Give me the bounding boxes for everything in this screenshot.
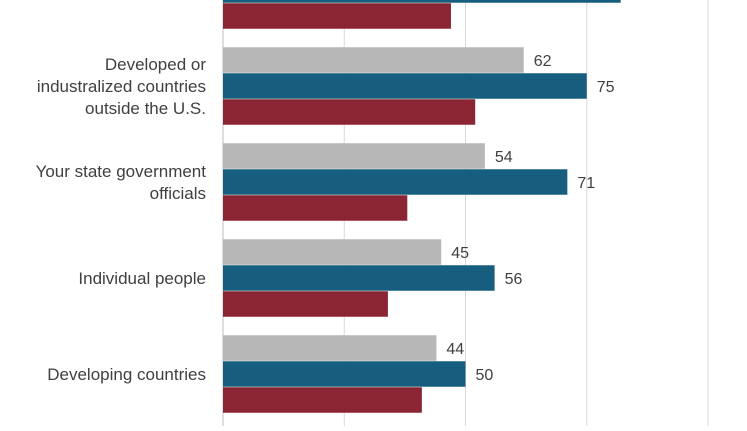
category-label-line: Individual people — [78, 269, 206, 288]
category-label-3: Individual people — [78, 269, 206, 288]
category-label-line: Developing countries — [47, 365, 206, 384]
bar-s1-c4 — [223, 361, 466, 387]
category-label-2: Your state government officials — [36, 162, 207, 203]
bar-s2-c2 — [223, 195, 408, 221]
bar-s1-c0 — [223, 0, 621, 3]
category-label-line: Your state government — [36, 162, 207, 181]
bar-s2-c0 — [223, 3, 451, 29]
data-label-s0-c2: 54 — [495, 149, 513, 166]
category-label-line: officials — [150, 184, 206, 203]
bar-s0-c1 — [223, 47, 524, 73]
category-label-4: Developing countries — [47, 365, 206, 384]
data-label-s0-c3: 45 — [451, 245, 469, 262]
data-label-s1-c2: 71 — [577, 175, 595, 192]
data-label-s0-c1: 62 — [534, 53, 552, 70]
bar-s0-c4 — [223, 335, 437, 361]
category-label-1: Developed or industralized countries outsi… — [37, 55, 206, 118]
bar-s1-c3 — [223, 265, 495, 291]
data-label-s1-c1: 75 — [597, 79, 615, 96]
bar-s0-c2 — [223, 143, 485, 169]
bar-s2-c1 — [223, 99, 476, 125]
bar-s1-c1 — [223, 73, 587, 99]
bar-s0-c3 — [223, 239, 442, 265]
category-label-line: outside the U.S. — [85, 99, 206, 118]
data-label-s1-c3: 56 — [505, 271, 523, 288]
category-label-line: Developed or — [105, 55, 206, 74]
bar-s2-c3 — [223, 291, 388, 317]
data-label-s1-c4: 50 — [476, 367, 494, 384]
bar-s2-c4 — [223, 387, 422, 413]
category-label-line: industralized countries — [37, 77, 206, 96]
bar-s1-c2 — [223, 169, 568, 195]
data-label-s0-c4: 44 — [446, 341, 464, 358]
